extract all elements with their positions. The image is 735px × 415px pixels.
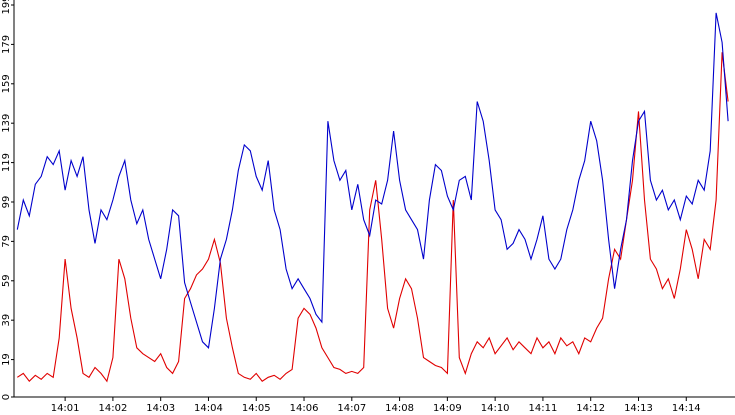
y-tick-label: 179 <box>1 35 12 54</box>
x-tick-label: 14:14 <box>672 403 701 414</box>
x-tick-label: 14:09 <box>433 403 462 414</box>
y-tick-label: 19 <box>1 353 12 366</box>
y-tick-label: 59 <box>1 274 12 287</box>
y-tick-label: 139 <box>1 114 12 133</box>
x-tick-label: 14:13 <box>624 403 653 414</box>
y-tick-label: 39 <box>1 314 12 327</box>
x-tick-label: 14:05 <box>242 403 271 414</box>
y-tick-label: 79 <box>1 235 12 248</box>
y-tick-label: 99 <box>1 196 12 209</box>
x-tick-label: 14:11 <box>529 403 558 414</box>
y-tick-label: 119 <box>1 153 12 172</box>
x-tick-label: 14:08 <box>385 403 414 414</box>
x-tick-label: 14:02 <box>98 403 127 414</box>
line-series <box>17 52 729 383</box>
x-tick-label: 14:06 <box>290 403 319 414</box>
x-tick-label: 14:12 <box>576 403 605 414</box>
x-tick-label: 14:10 <box>481 403 510 414</box>
y-tick-label: 159 <box>1 74 12 93</box>
y-tick-label: 199 <box>1 0 12 15</box>
x-tick-label: 14:01 <box>51 403 80 414</box>
y-tick-label: 0 <box>1 394 12 400</box>
x-tick-label: 14:03 <box>146 403 175 414</box>
line-series <box>16 12 729 349</box>
x-tick-label: 14:04 <box>194 403 223 414</box>
x-tick-label: 14:07 <box>337 403 366 414</box>
